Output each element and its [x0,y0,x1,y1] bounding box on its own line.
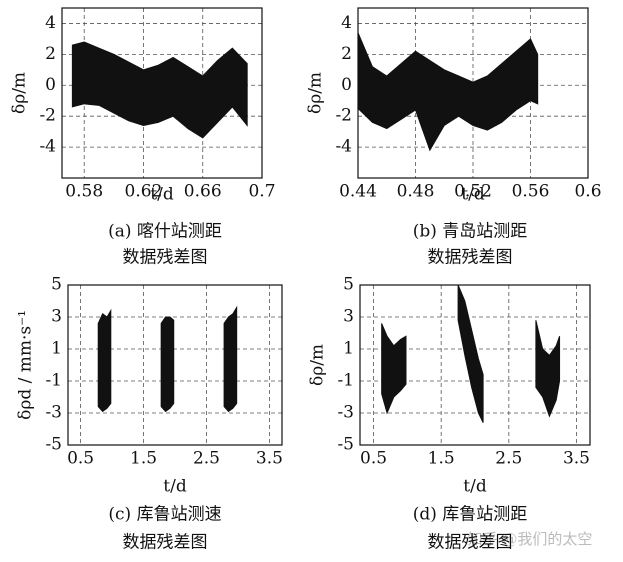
y-tick-label: -5 [45,435,62,455]
y-tick-label: -2 [39,106,56,126]
x-tick-label: 2.5 [495,449,522,469]
caption: (d) 库鲁站测距 [413,505,528,525]
residual-band [535,320,561,418]
y-tick-label: -3 [337,403,354,423]
y-tick-label: -1 [337,371,354,391]
y-tick-label: -4 [335,137,352,157]
y-tick-label: 4 [341,13,352,33]
caption: (b) 青岛站测距 [413,222,528,242]
y-tick-label: -1 [45,371,62,391]
x-tick-label: 0.66 [184,182,222,202]
y-axis-label: δρ/m [10,72,30,114]
x-tick-label: 0.7 [248,182,275,202]
x-tick-label: 0.44 [339,182,377,202]
caption: 数据残差图 [428,533,513,553]
residual-band [160,316,175,413]
plot-frame [61,7,263,179]
caption: 数据残差图 [428,248,513,268]
y-tick-label: 0 [45,75,56,95]
caption: (a) 喀什站测距 [108,222,222,242]
caption: 数据残差图 [123,248,208,268]
plot-frame [357,7,589,179]
y-tick-label: 3 [343,307,354,327]
x-tick-label: 0.48 [397,182,435,202]
x-axis-label: t/d [150,185,174,205]
y-tick-label: 5 [51,275,62,295]
x-tick-label: 1.5 [428,449,455,469]
residual-band [457,284,484,423]
y-tick-label: -5 [337,435,354,455]
x-tick-label: 3.5 [256,449,283,469]
x-tick-label: 3.5 [563,449,590,469]
plot-frame [359,284,591,446]
y-tick-label: 1 [343,339,354,359]
plot-frame [67,284,283,446]
y-tick-label: 2 [341,44,352,64]
x-tick-label: 2.5 [193,449,220,469]
x-axis-label: t/d [463,477,487,497]
y-axis-label: δρd / mm·s⁻¹ [16,310,36,420]
x-tick-label: 0.5 [67,449,94,469]
y-tick-label: 3 [51,307,62,327]
y-tick-label: 4 [45,13,56,33]
watermark: 知乎 @我们的太空 [468,530,593,548]
x-tick-label: 0.5 [360,449,387,469]
y-tick-label: -3 [45,403,62,423]
y-tick-label: 2 [45,44,56,64]
x-tick-label: 1.5 [130,449,157,469]
x-axis-label: t/d [163,477,187,497]
x-tick-label: 0.6 [574,182,601,202]
caption: 数据残差图 [123,533,208,553]
x-tick-label: 0.58 [65,182,103,202]
y-tick-label: 5 [343,275,354,295]
residual-band [357,32,539,152]
residual-band [97,308,112,413]
x-tick-label: 0.56 [512,182,550,202]
residual-band [223,305,238,413]
y-axis-label: δρ/m [308,344,328,386]
y-tick-label: 1 [51,339,62,359]
y-tick-label: -4 [39,137,56,157]
residual-band [71,41,248,139]
x-axis-label: t/d [461,185,485,205]
residual-band [381,323,407,415]
y-axis-label: δρ/m [306,72,326,114]
x-tick-label: 0.62 [125,182,163,202]
caption: (c) 库鲁站测速 [108,505,221,525]
x-tick-label: 0.52 [454,182,492,202]
y-tick-label: 0 [341,75,352,95]
y-tick-label: -2 [335,106,352,126]
